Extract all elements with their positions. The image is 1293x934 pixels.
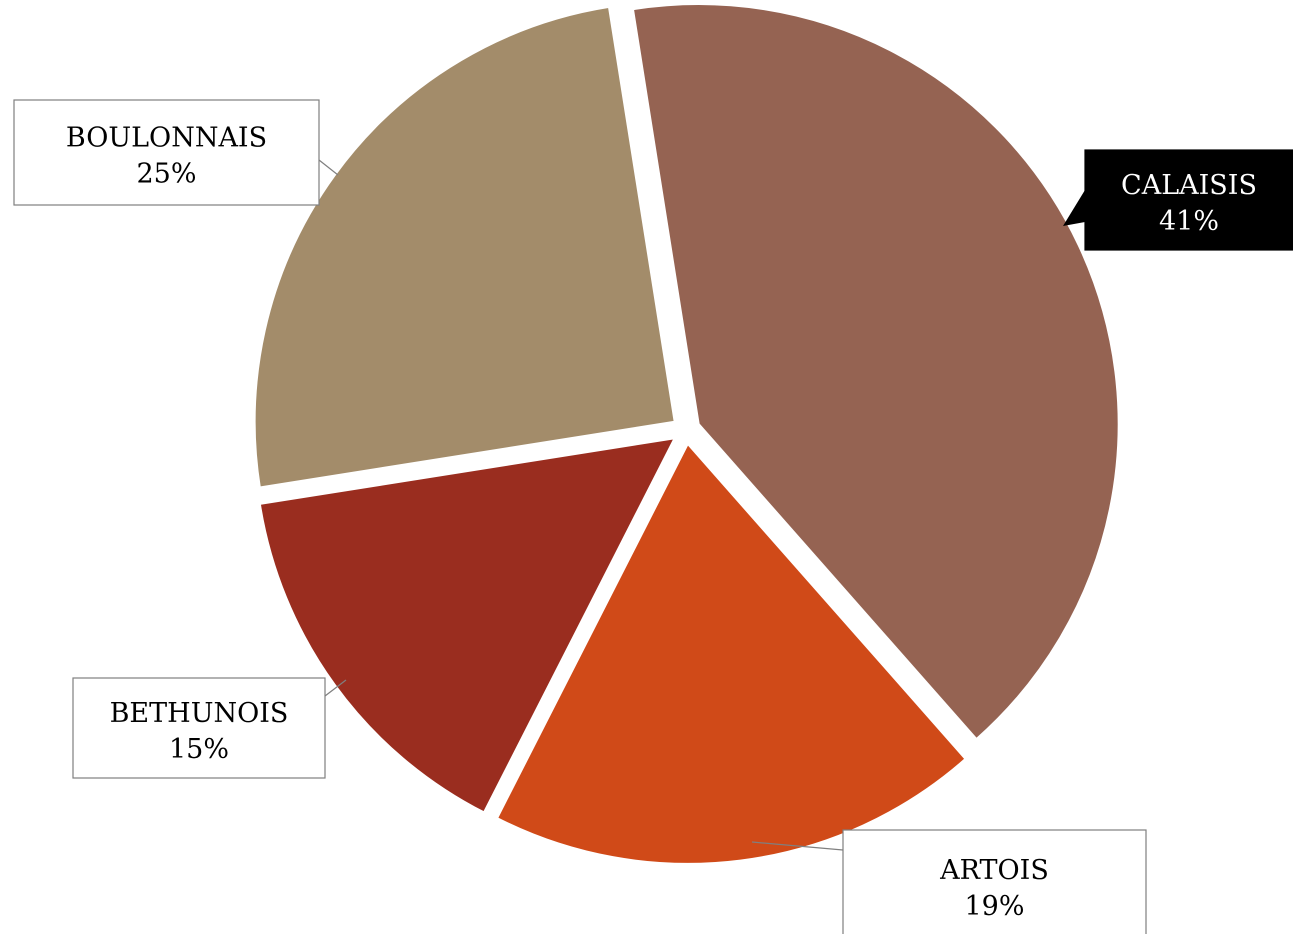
callout-box-artois bbox=[842, 829, 1147, 934]
slice-value-label-calaisis: 41% bbox=[1159, 206, 1219, 237]
callout-box-bethunois bbox=[72, 677, 326, 779]
callout-box-boulonnais bbox=[13, 99, 320, 206]
slice-value-label-boulonnais: 25% bbox=[136, 159, 196, 190]
pie-slice-artois bbox=[495, 442, 967, 865]
callout-leader-bethunois bbox=[324, 679, 347, 697]
pie-slices bbox=[253, 3, 1120, 865]
pie-slice-bethunois bbox=[258, 436, 677, 814]
callout-leader-boulonnais bbox=[318, 159, 339, 176]
pie-slice-calaisis bbox=[631, 3, 1120, 741]
callout-labels: CALAISIS 41% ARTOIS 19% BETHUNOIS 15% BOULONNA… bbox=[13, 99, 1293, 934]
slice-name-label-artois: ARTOIS bbox=[939, 855, 1049, 886]
callout-leaders bbox=[318, 159, 1085, 851]
callout-leader-artois bbox=[751, 841, 844, 851]
slice-name-label-bethunois: BETHUNOIS bbox=[110, 698, 289, 729]
pie-slice-boulonnais bbox=[253, 5, 676, 489]
slice-name-label-boulonnais: BOULONNAIS bbox=[66, 123, 267, 154]
slice-value-label-artois: 19% bbox=[964, 891, 1024, 922]
callout-leader-calaisis bbox=[1063, 190, 1085, 226]
callout-box-calaisis bbox=[1084, 149, 1293, 251]
slice-value-label-bethunois: 15% bbox=[169, 734, 229, 765]
slice-name-label-calaisis: CALAISIS bbox=[1121, 170, 1257, 201]
